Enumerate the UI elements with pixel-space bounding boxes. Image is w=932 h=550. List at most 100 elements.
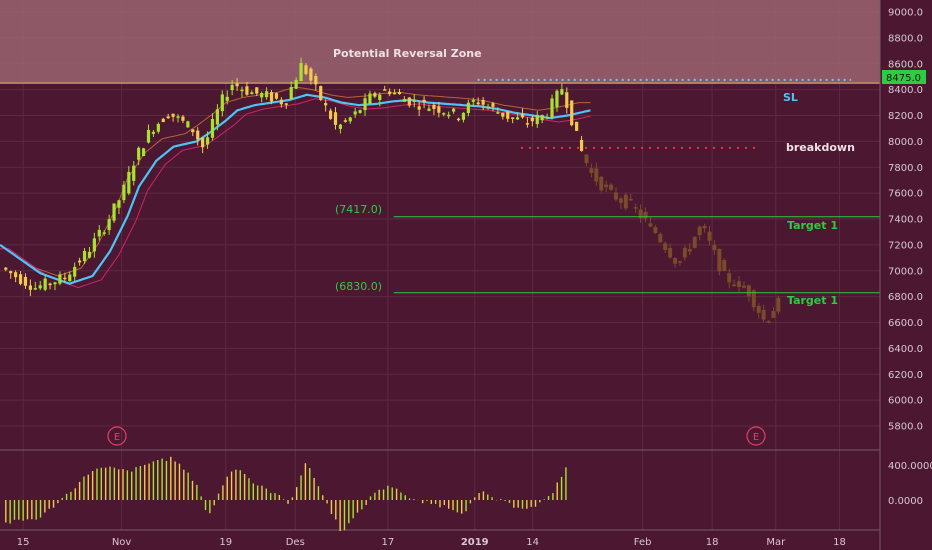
candle-body — [122, 184, 126, 201]
candles — [4, 57, 781, 324]
candle-body — [545, 116, 549, 119]
candle-body — [225, 96, 229, 101]
candle-body — [668, 247, 673, 258]
oscillator-tick-label: 0.0000 — [888, 496, 923, 507]
time-tick-label: 17 — [382, 537, 395, 548]
candle-body — [4, 267, 8, 270]
candle-body — [97, 229, 101, 237]
candle-body — [732, 284, 737, 287]
candle-body — [343, 120, 347, 122]
time-tick-label: 2019 — [461, 537, 489, 548]
candle-body — [141, 148, 146, 157]
candle-body — [663, 243, 668, 250]
candle-body — [447, 114, 451, 117]
time-tick-label: 15 — [17, 537, 30, 548]
candle-body — [432, 104, 436, 109]
time-tick-label: 14 — [526, 537, 539, 548]
zone-band — [0, 0, 880, 84]
candle-body — [68, 274, 72, 282]
time-tick-label: Feb — [634, 537, 652, 548]
price-tick-label: 7800.0 — [888, 163, 923, 174]
candle-body — [525, 123, 530, 125]
candle-body — [702, 225, 707, 229]
candle-body — [191, 129, 195, 133]
candle-body — [235, 83, 239, 87]
candle-body — [107, 219, 111, 231]
candle-body — [776, 297, 781, 312]
candle-body — [368, 93, 372, 104]
price-tick-label: 7600.0 — [888, 189, 923, 200]
candle-body — [102, 232, 106, 234]
candle-body — [43, 278, 47, 290]
candle-body — [299, 63, 303, 82]
price-tick-label: 6400.0 — [888, 344, 923, 355]
candle-body — [722, 260, 727, 271]
grid-lines — [0, 0, 880, 530]
candle-body — [28, 285, 32, 290]
candle-body — [304, 65, 308, 74]
candle-body — [137, 147, 141, 160]
candle-body — [456, 118, 461, 121]
candle-body — [565, 92, 569, 108]
earnings-marker[interactable]: E — [746, 426, 766, 446]
time-tick-label: Mar — [766, 537, 786, 548]
candle-body — [530, 117, 534, 122]
candle-body — [363, 98, 367, 111]
candle-body — [333, 112, 338, 125]
candle-body — [132, 165, 136, 181]
zone-title: Potential Reversal Zone — [333, 47, 482, 60]
price-tick-label: 8200.0 — [888, 111, 923, 122]
price-tick-label: 8400.0 — [888, 85, 923, 96]
candle-body — [210, 119, 215, 138]
candle-body — [496, 112, 500, 114]
time-axis[interactable]: 15 Nov 19 Des 17 2019 14 Feb 18 Mar 18 — [17, 537, 846, 548]
oscillator-axis: 400.0000 0.0000 — [888, 461, 932, 507]
candle-body — [741, 285, 746, 288]
candle-body — [511, 117, 515, 119]
price-tick-label: 7200.0 — [888, 240, 923, 251]
candle-body — [176, 116, 180, 118]
candle-body — [230, 84, 234, 91]
time-tick-label: 18 — [833, 537, 846, 548]
price-tick-label: 9000.0 — [888, 8, 923, 19]
candle-body — [250, 92, 254, 95]
candle-body — [491, 103, 495, 107]
candle-body — [146, 129, 151, 143]
candle-body — [240, 89, 244, 92]
candle-body — [707, 231, 712, 241]
candle-body — [717, 249, 722, 272]
candle-body — [594, 168, 599, 182]
candle-body — [481, 99, 485, 105]
time-tick-label: Nov — [112, 537, 132, 548]
price-tick-label: 8800.0 — [888, 33, 923, 44]
candle-body — [471, 100, 475, 102]
candle-body — [520, 114, 525, 118]
candle-body — [117, 200, 121, 208]
oscillator-histogram — [5, 456, 567, 532]
candle-body — [38, 285, 42, 289]
candle-body — [48, 283, 52, 286]
candle-body — [751, 290, 756, 308]
candle-body — [540, 115, 544, 121]
candle-body — [604, 184, 609, 188]
candle-body — [633, 207, 638, 209]
svg-text:E: E — [753, 432, 759, 443]
candle-body — [82, 250, 87, 262]
breakdown-label: breakdown — [786, 141, 855, 154]
candle-body — [727, 273, 732, 283]
candle-body — [570, 100, 574, 126]
price-axis[interactable]: 9000.0 8800.0 8600.0 8400.0 8200.0 8000.0 7800… — [888, 8, 923, 433]
candle-body — [171, 113, 175, 117]
candle-body — [201, 137, 205, 148]
candle-body — [618, 198, 623, 203]
candle-body — [181, 116, 185, 121]
candle-body — [648, 223, 653, 227]
candle-body — [319, 86, 323, 100]
candle-body — [466, 102, 470, 114]
price-tick-label: 6600.0 — [888, 318, 923, 329]
earnings-marker[interactable]: E — [107, 426, 127, 446]
candle-body — [501, 112, 505, 117]
candle-body — [58, 274, 62, 284]
candle-body — [412, 100, 416, 102]
